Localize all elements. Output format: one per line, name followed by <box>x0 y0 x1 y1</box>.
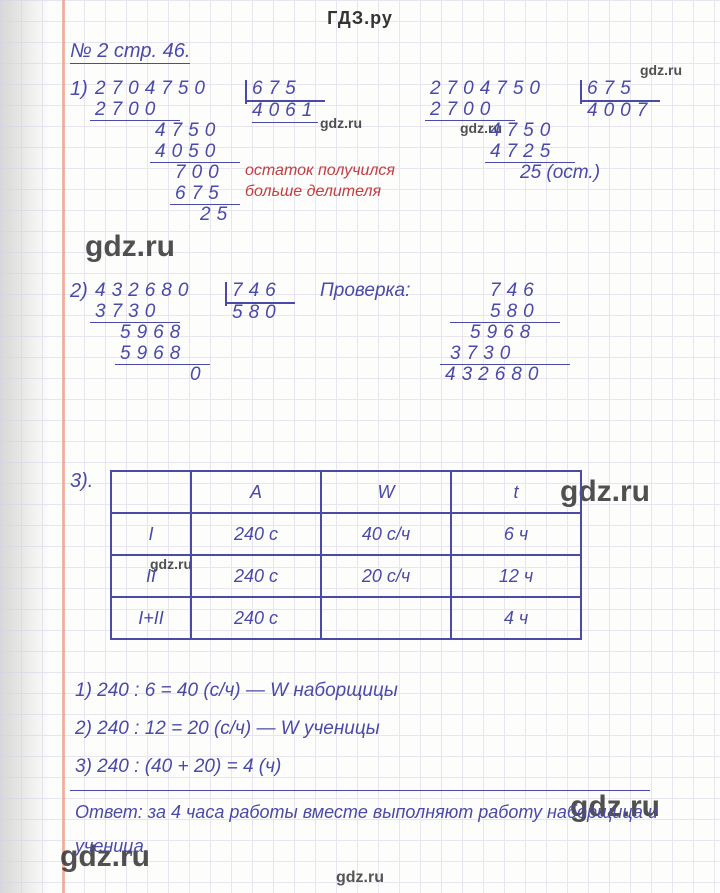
p2-mult-a: 746 <box>490 280 540 302</box>
table-cell: 6 ч <box>451 513 581 555</box>
p2-check-label: Проверка: <box>320 280 410 302</box>
p2-l1: 3730 <box>95 301 161 323</box>
site-header: ГДЗ.ру <box>0 8 720 29</box>
table-cell: 20 с/ч <box>321 555 451 597</box>
table-cell: 240 с <box>191 513 321 555</box>
table-row: A W t <box>111 471 581 513</box>
table-row: II 240 с 20 с/ч 12 ч <box>111 555 581 597</box>
watermark: gdz.ru <box>85 230 175 264</box>
p3-step1: 1) 240 : 6 = 40 (с/ч) — W наборщицы <box>75 680 398 702</box>
p2-quotient: 580 <box>232 302 282 324</box>
table-row: I 240 с 40 с/ч 6 ч <box>111 513 581 555</box>
watermark: gdz.ru <box>640 62 682 78</box>
p1l-dividend: 2704750 <box>95 78 211 100</box>
problem2-label: 2) <box>70 280 88 303</box>
p2-mult-b: 580 <box>490 301 540 323</box>
p2-mult-res: 432680 <box>445 364 544 386</box>
p2-divisor: 746 <box>232 280 282 302</box>
table-cell: I+II <box>111 597 191 639</box>
table-cell: 40 с/ч <box>321 513 451 555</box>
table-cell: 240 с <box>191 555 321 597</box>
table-cell: II <box>111 555 191 597</box>
table-cell: I <box>111 513 191 555</box>
p2-dividend: 432680 <box>95 280 194 302</box>
p1l-l5: 675 <box>175 183 225 205</box>
p1l-l4: 700 <box>175 162 225 184</box>
p1l-divisor: 675 <box>252 78 302 100</box>
p1l-quotient: 4061 <box>252 100 318 123</box>
p1l-l1: 2700 <box>95 99 161 121</box>
margin-line <box>62 0 65 893</box>
table-cell <box>111 471 191 513</box>
p1-note2: больше делителя <box>245 183 381 201</box>
watermark: gdz.ru <box>320 115 362 131</box>
table-cell <box>321 597 451 639</box>
table-cell: W <box>321 471 451 513</box>
problem3-table: A W t I 240 с 40 с/ч 6 ч II 240 с 20 с/ч… <box>110 470 582 640</box>
table-row: I+II 240 с 4 ч <box>111 597 581 639</box>
p1l-l3: 4050 <box>155 141 221 163</box>
problem1-label: 1) <box>70 78 88 101</box>
problem3-label: 3). <box>70 470 93 493</box>
answer-line <box>70 790 650 791</box>
p2-mult-p1: 5968 <box>470 322 536 344</box>
p1r-l3: 4725 <box>490 141 556 163</box>
p1r-quotient: 4007 <box>587 100 653 122</box>
exercise-title: № 2 стр. 46. <box>70 40 190 64</box>
table-cell: t <box>451 471 581 513</box>
p2-l3: 5968 <box>120 343 186 365</box>
p3-step2: 2) 240 : 12 = 20 (с/ч) — W ученицы <box>75 718 380 740</box>
table-cell: 12 ч <box>451 555 581 597</box>
table-cell: A <box>191 471 321 513</box>
p1r-l2: 4750 <box>490 120 556 142</box>
table-cell: 4 ч <box>451 597 581 639</box>
table-cell: 240 с <box>191 597 321 639</box>
p1r-divisor: 675 <box>587 78 637 100</box>
p1-note1: остаток получился <box>245 162 395 180</box>
p1l-l6: 25 <box>200 204 233 226</box>
p2-mult-p2: 3730 <box>450 343 516 365</box>
p2-l2: 5968 <box>120 322 186 344</box>
p1r-dividend: 2704750 <box>430 78 546 100</box>
p1r-l4: 25 (ост.) <box>520 162 600 184</box>
p3-answer: Ответ: за 4 часа работы вместе выполняют… <box>75 795 675 863</box>
p3-step3: 3) 240 : (40 + 20) = 4 (ч) <box>75 756 281 778</box>
p2-l4: 0 <box>190 364 201 386</box>
p1l-l2: 4750 <box>155 120 221 142</box>
p1r-l1: 2700 <box>430 99 496 121</box>
